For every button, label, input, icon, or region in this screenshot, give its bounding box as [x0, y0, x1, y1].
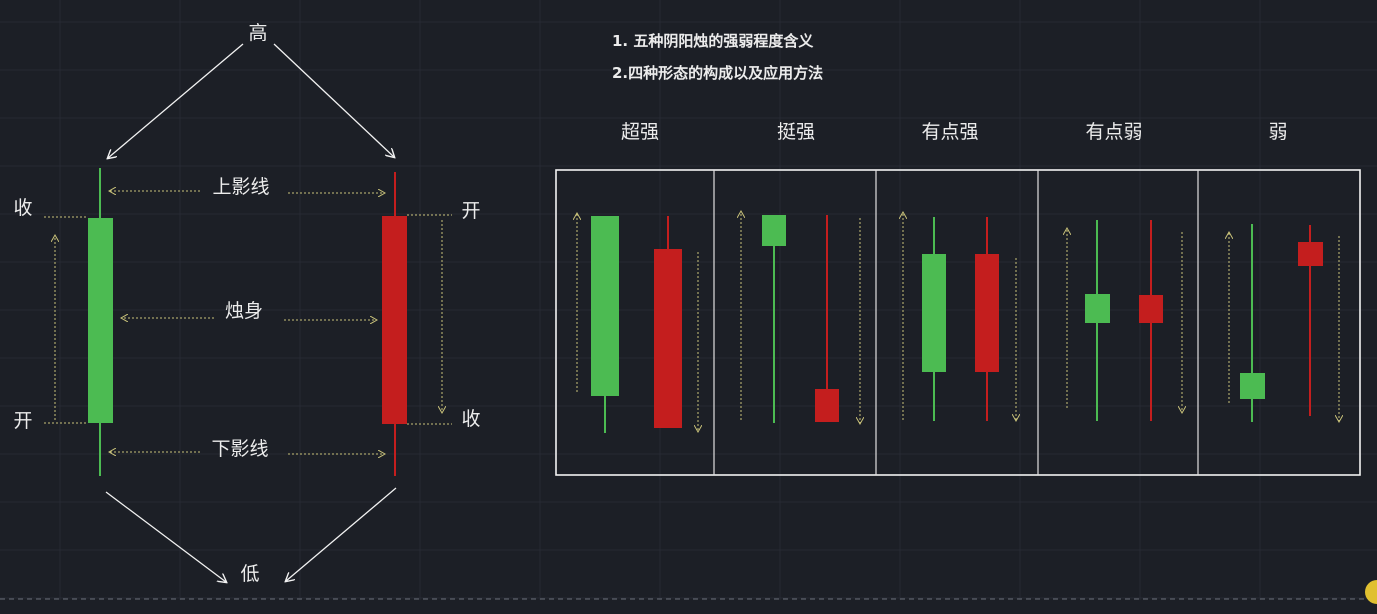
bullish-candle-body — [1240, 373, 1265, 399]
title-line-2: 2.四种形态的构成以及应用方法 — [612, 64, 823, 82]
corner-badge — [1365, 580, 1377, 604]
label-lower-shadow: 下影线 — [211, 438, 268, 460]
column-title-somewhat-strong: 有点强 — [921, 121, 978, 143]
high-arrow-right — [273, 43, 394, 157]
label-high: 高 — [248, 22, 267, 44]
label-body: 烛身 — [225, 300, 263, 322]
low-arrow-right — [286, 487, 397, 581]
bearish-candle-body — [1298, 242, 1323, 266]
low-arrow-left — [105, 491, 226, 582]
label-red-open: 开 — [461, 200, 480, 222]
bearish-candle-body — [975, 254, 999, 372]
column-title-weak: 弱 — [1268, 121, 1287, 143]
high-arrow-left — [108, 43, 244, 158]
strength-panel-frame — [555, 169, 1361, 476]
label-green-open: 开 — [13, 410, 32, 432]
column-title-quite-strong: 挺强 — [777, 121, 815, 143]
bearish-candle-body — [1139, 295, 1163, 323]
column-title-super-strong: 超强 — [621, 121, 659, 143]
bearish-candle-body — [654, 249, 682, 428]
bullish-candle-body — [1085, 294, 1110, 323]
green-candle-body — [88, 218, 113, 423]
label-low: 低 — [240, 563, 259, 585]
bearish-candle-body — [815, 389, 839, 422]
bullish-candle-body — [762, 215, 786, 246]
bullish-candle-body — [922, 254, 946, 372]
red-candle-body — [382, 216, 407, 424]
label-red-close: 收 — [461, 408, 480, 430]
background-grid — [0, 0, 1377, 600]
label-green-close: 收 — [13, 197, 32, 219]
title-line-1: 1. 五种阴阳烛的强弱程度含义 — [612, 32, 813, 50]
strength-panel: 超强 挺强 有点强 有点弱 弱 — [555, 121, 1361, 476]
anatomy-section: 高 低 上影线 烛身 下影线 收 开 开 收 — [13, 22, 480, 585]
column-title-somewhat-weak: 有点弱 — [1085, 121, 1142, 143]
label-upper-shadow: 上影线 — [212, 176, 269, 198]
bullish-candle-body — [591, 216, 619, 396]
